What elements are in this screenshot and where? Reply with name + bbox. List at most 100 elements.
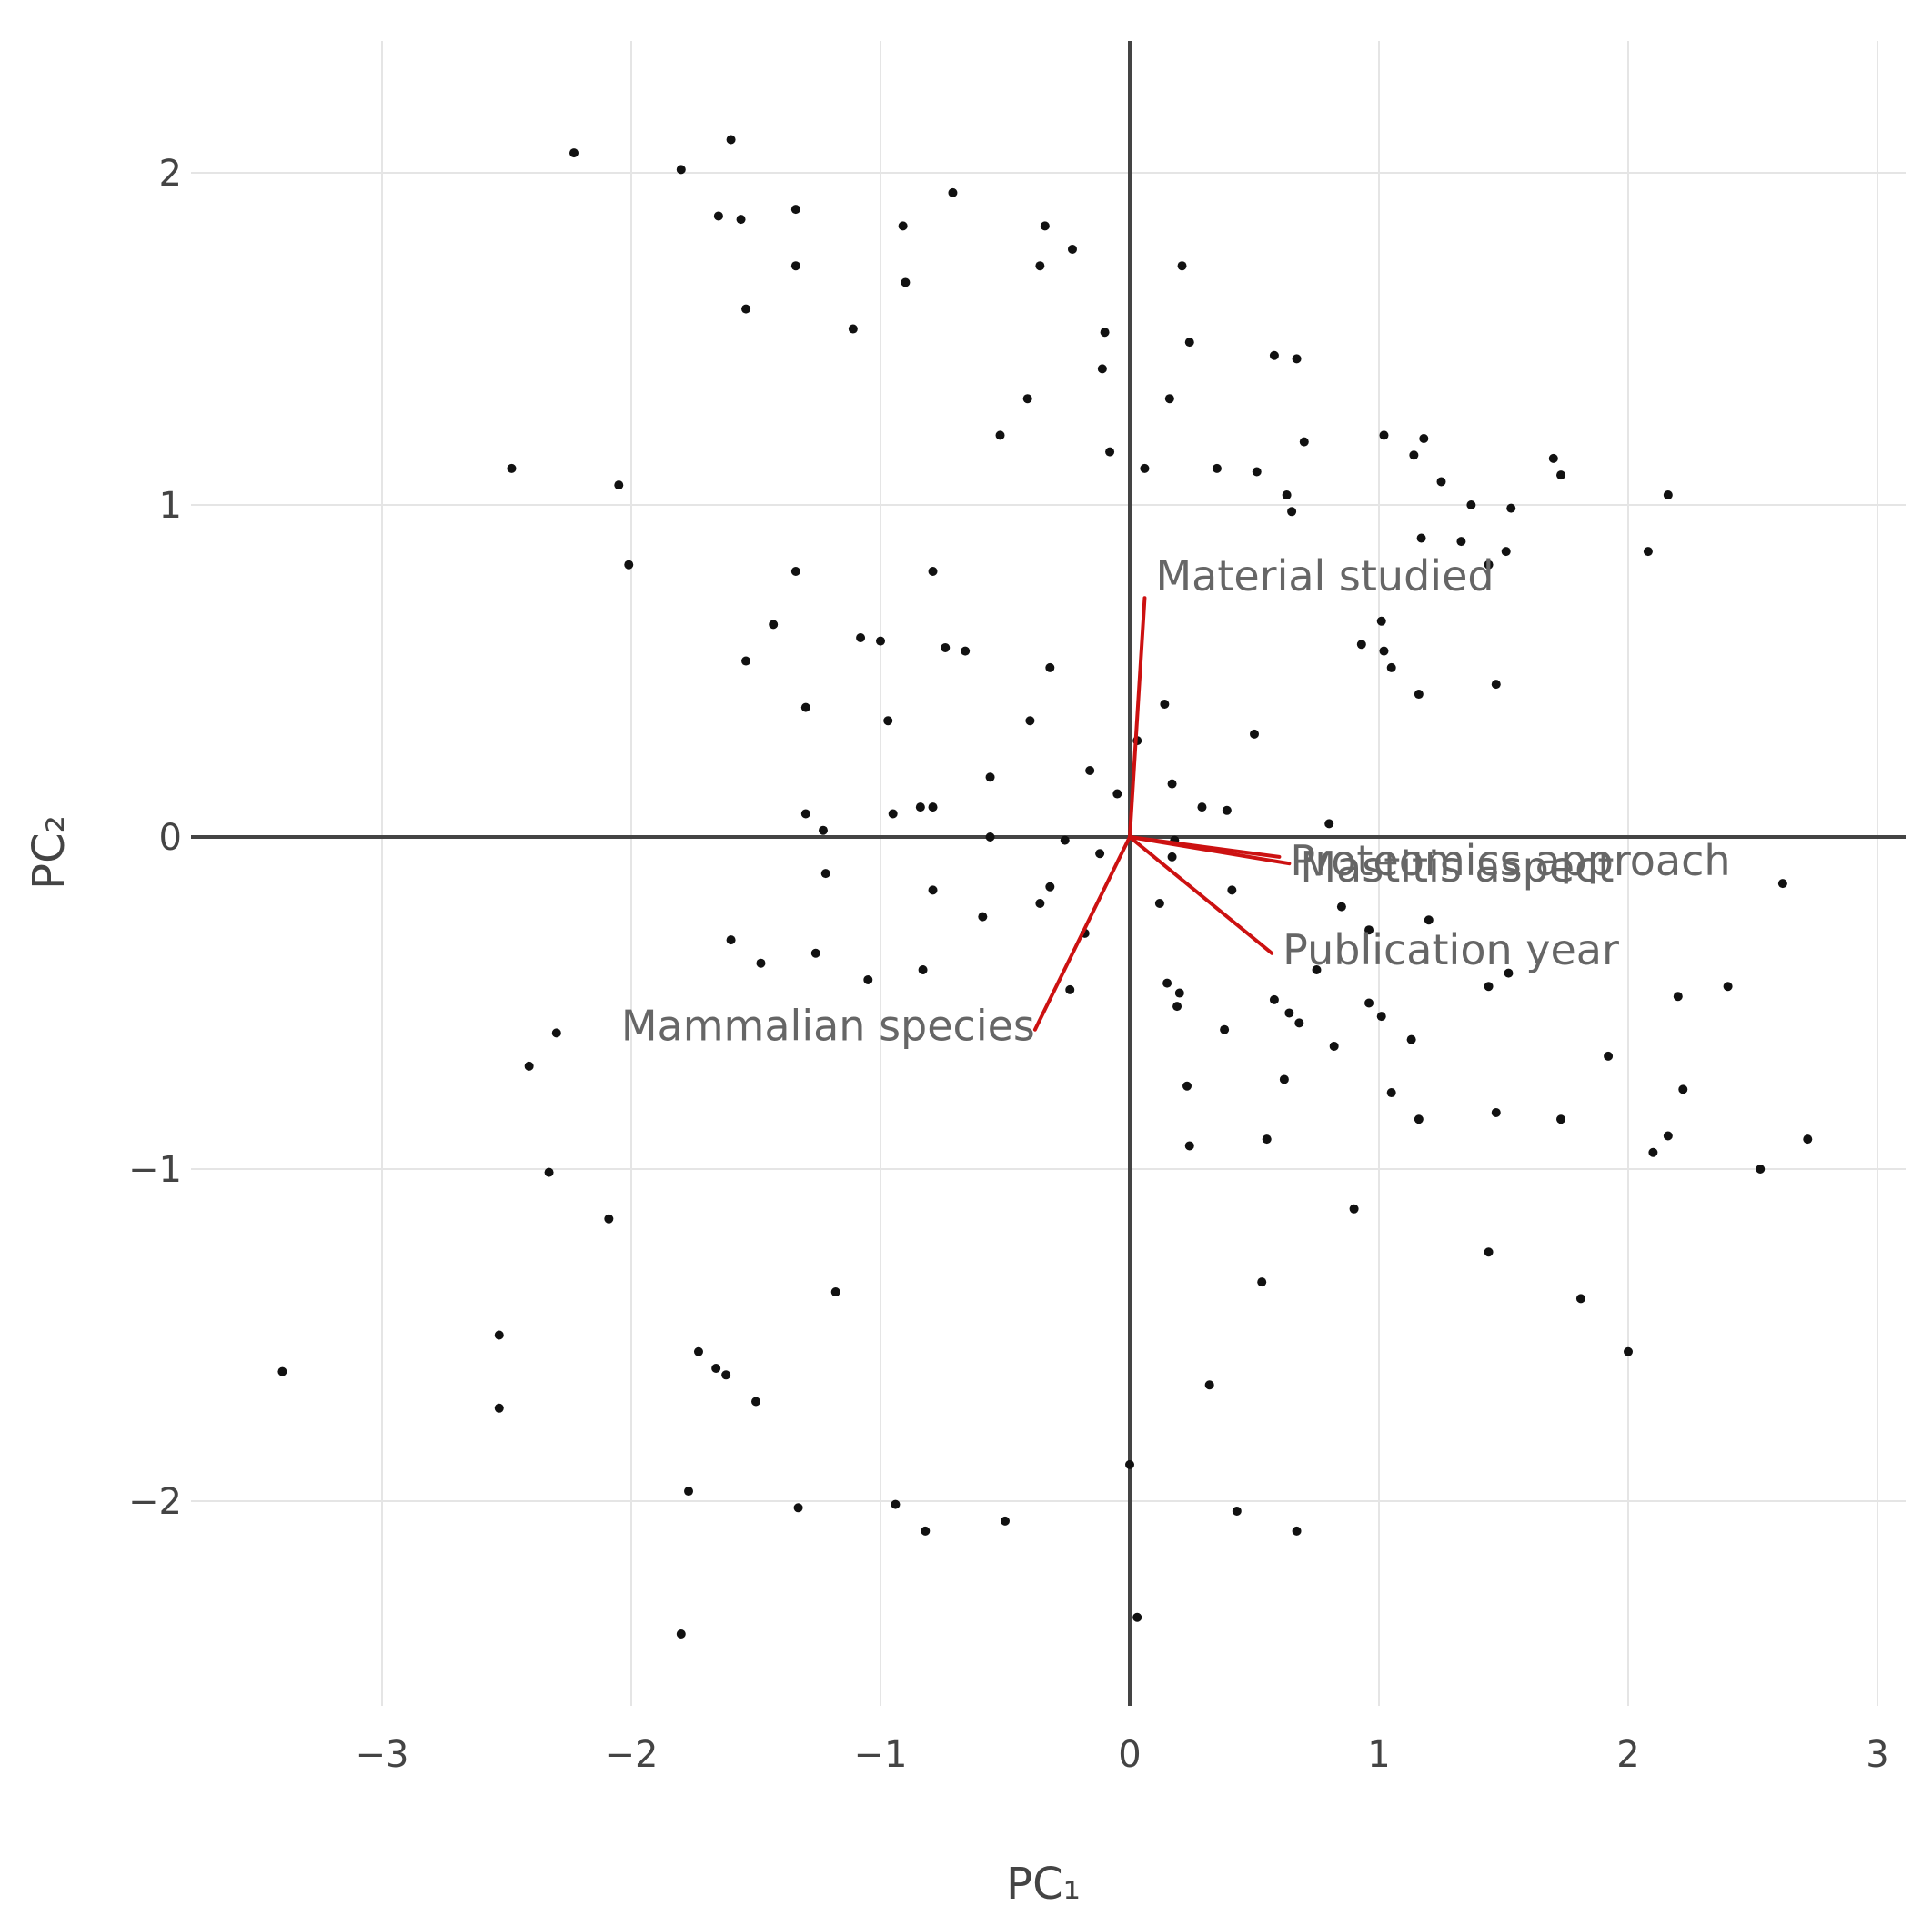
data-point bbox=[856, 633, 866, 642]
data-point bbox=[1160, 700, 1170, 709]
data-point bbox=[1067, 244, 1077, 254]
data-point bbox=[1299, 437, 1309, 447]
data-point bbox=[736, 215, 746, 225]
data-point bbox=[1140, 463, 1150, 473]
data-point bbox=[921, 1526, 931, 1536]
data-point bbox=[1376, 616, 1386, 626]
x-tick-labels: −3 −2 −1 0 1 2 3 bbox=[356, 1734, 1889, 1776]
data-point bbox=[1364, 998, 1374, 1008]
data-point bbox=[848, 324, 858, 334]
data-point bbox=[888, 809, 898, 819]
data-point bbox=[1409, 450, 1419, 460]
data-point bbox=[1349, 1204, 1359, 1214]
data-point bbox=[800, 809, 810, 819]
data-point bbox=[1105, 447, 1115, 457]
data-point bbox=[820, 869, 830, 879]
score-points bbox=[277, 135, 1813, 1639]
data-point bbox=[1065, 984, 1075, 994]
x-tick-label: −2 bbox=[605, 1734, 659, 1776]
data-point bbox=[1506, 503, 1516, 513]
data-point bbox=[569, 148, 579, 158]
data-point bbox=[1177, 261, 1187, 271]
data-point bbox=[1035, 261, 1045, 271]
data-point bbox=[741, 304, 751, 314]
data-point bbox=[741, 656, 751, 666]
data-point bbox=[995, 430, 1005, 440]
data-point bbox=[1257, 1277, 1267, 1287]
data-point bbox=[1162, 978, 1172, 988]
data-point bbox=[790, 261, 800, 271]
loading-line bbox=[1128, 596, 1147, 839]
data-point bbox=[1174, 988, 1184, 998]
x-tick-label: −1 bbox=[854, 1734, 908, 1776]
data-point bbox=[1556, 470, 1566, 480]
data-point bbox=[948, 187, 958, 197]
data-point bbox=[1292, 354, 1302, 364]
grid-lines bbox=[191, 41, 1906, 1706]
data-point bbox=[985, 772, 995, 782]
data-point bbox=[1663, 1131, 1673, 1141]
data-point bbox=[915, 802, 925, 812]
data-point bbox=[928, 567, 938, 576]
data-point bbox=[1624, 1346, 1633, 1356]
data-point bbox=[961, 646, 971, 656]
data-point bbox=[1025, 716, 1035, 726]
data-point bbox=[1095, 849, 1105, 859]
loading-line bbox=[1128, 835, 1274, 955]
data-point bbox=[1284, 1008, 1294, 1018]
data-point bbox=[614, 480, 624, 490]
data-point bbox=[793, 1503, 803, 1513]
y-tick-label: 0 bbox=[159, 817, 182, 859]
x-tick-label: −3 bbox=[356, 1734, 409, 1776]
data-point bbox=[1112, 789, 1122, 799]
data-point bbox=[1040, 221, 1050, 231]
loading-label: Mastitis aspect bbox=[1300, 842, 1614, 892]
data-point bbox=[726, 135, 736, 145]
data-point bbox=[1184, 338, 1194, 348]
loading-label: Proteomics approach bbox=[1290, 836, 1730, 885]
data-point bbox=[1406, 1034, 1416, 1044]
x-tick-label: 3 bbox=[1866, 1734, 1888, 1776]
data-point bbox=[1329, 1041, 1339, 1051]
data-point bbox=[676, 1629, 686, 1639]
loading-label: Material studied bbox=[1155, 551, 1494, 600]
data-point bbox=[1204, 1380, 1214, 1390]
data-point bbox=[1022, 394, 1032, 404]
data-point bbox=[1386, 1088, 1396, 1098]
data-point bbox=[1501, 547, 1511, 557]
data-point bbox=[604, 1214, 614, 1224]
data-point bbox=[1154, 899, 1164, 908]
loading-line bbox=[1032, 835, 1132, 1032]
data-point bbox=[1167, 852, 1177, 862]
data-point bbox=[769, 620, 779, 630]
data-point bbox=[1436, 477, 1446, 487]
data-point bbox=[756, 958, 766, 968]
data-point bbox=[1100, 328, 1110, 338]
data-point bbox=[1575, 1294, 1585, 1304]
data-point bbox=[1678, 1084, 1688, 1094]
data-point bbox=[1556, 1114, 1566, 1124]
data-point bbox=[676, 165, 686, 175]
data-point bbox=[1164, 394, 1174, 404]
data-point bbox=[1424, 915, 1434, 925]
data-point bbox=[1548, 453, 1558, 463]
data-point bbox=[544, 1167, 554, 1177]
data-point bbox=[928, 885, 938, 895]
data-point bbox=[1222, 805, 1232, 815]
data-point bbox=[941, 642, 951, 652]
data-point bbox=[1035, 899, 1045, 908]
data-point bbox=[1269, 994, 1279, 1004]
y-tick-labels: −2 −1 0 1 2 bbox=[128, 153, 182, 1523]
data-point bbox=[1097, 364, 1107, 374]
y-tick-label: 2 bbox=[159, 153, 182, 195]
data-point bbox=[1287, 507, 1297, 517]
data-point bbox=[1001, 1516, 1010, 1526]
data-point bbox=[1491, 680, 1501, 690]
data-point bbox=[494, 1330, 504, 1340]
data-point bbox=[684, 1487, 694, 1497]
data-point bbox=[713, 211, 723, 221]
data-point bbox=[898, 221, 908, 231]
data-point bbox=[1292, 1526, 1302, 1536]
data-point bbox=[1643, 547, 1653, 557]
